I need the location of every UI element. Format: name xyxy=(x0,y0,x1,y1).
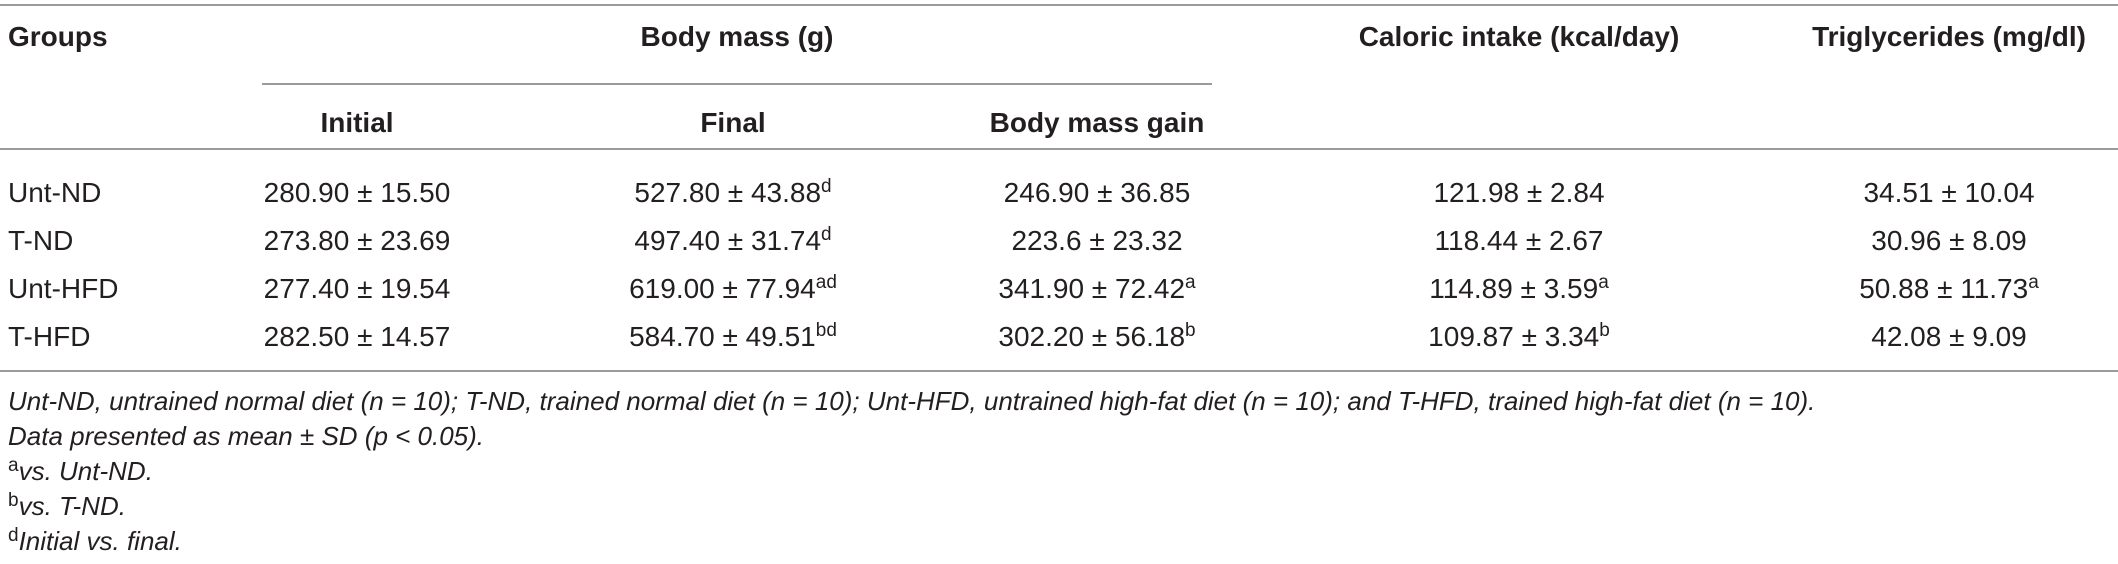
cell-initial: 282.50 ± 14.57 xyxy=(263,321,451,352)
footnote-a-text: vs. Unt-ND. xyxy=(18,456,153,486)
footnote-data-note: Data presented as mean ± SD (p < 0.05). xyxy=(8,421,485,451)
footnote-abbreviations: Unt-ND, untrained normal diet (n = 10); … xyxy=(8,386,1816,416)
footnote-a-marker: a xyxy=(8,455,19,476)
cell-gain: 223.6 ± 23.32 xyxy=(1011,225,1183,256)
cell-final: 584.70 ± 49.51bd xyxy=(629,320,837,352)
body-mass-subheader-rule xyxy=(262,83,1212,85)
header-triglycerides: Triglycerides (mg/dl) xyxy=(1812,21,2086,52)
cell-group: T-HFD xyxy=(8,321,91,352)
footnote-b-text: vs. T-ND. xyxy=(18,491,126,521)
cell-final: 527.80 ± 43.88d xyxy=(634,176,832,208)
footnote-d-marker: d xyxy=(8,525,19,546)
cell-triglycerides: 30.96 ± 8.09 xyxy=(1871,225,2027,256)
footnote-a: avs. Unt-ND. xyxy=(8,456,153,486)
header-groups: Groups xyxy=(8,21,108,52)
header-bottom-rule xyxy=(0,148,2118,150)
cell-triglycerides: 42.08 ± 9.09 xyxy=(1871,321,2027,352)
footnote-b: bvs. T-ND. xyxy=(8,491,126,521)
cell-initial: 273.80 ± 23.69 xyxy=(263,225,451,256)
cell-caloric: 118.44 ± 2.67 xyxy=(1434,225,1604,256)
header-body-mass-gain: Body mass gain xyxy=(989,107,1205,138)
header-caloric-intake: Caloric intake (kcal/day) xyxy=(1358,21,1680,52)
footnote-marker: b xyxy=(1599,320,1610,341)
cell-group: T-ND xyxy=(8,225,74,256)
cell-final: 497.40 ± 31.74d xyxy=(634,224,832,256)
cell-final: 619.00 ± 77.94ad xyxy=(629,272,837,304)
footnote-marker: d xyxy=(821,176,832,197)
footnote-marker: ad xyxy=(815,272,837,293)
footnote-d: dInitial vs. final. xyxy=(8,526,182,556)
cell-initial: 280.90 ± 15.50 xyxy=(263,177,451,208)
cell-group: Unt-ND xyxy=(8,177,102,208)
footnote-marker: a xyxy=(2028,272,2039,293)
cell-initial: 277.40 ± 19.54 xyxy=(263,273,451,304)
footnote-marker: d xyxy=(821,224,832,245)
footnote-marker: bd xyxy=(815,320,837,341)
footnote-marker: a xyxy=(1598,272,1609,293)
cell-gain: 302.20 ± 56.18b xyxy=(998,320,1196,352)
table-bottom-rule xyxy=(0,370,2118,372)
footnote-marker: a xyxy=(1185,272,1196,293)
header-initial: Initial xyxy=(320,107,394,138)
cell-gain: 246.90 ± 36.85 xyxy=(1003,177,1191,208)
footnote-b-marker: b xyxy=(8,490,19,511)
cell-caloric: 114.89 ± 3.59a xyxy=(1429,272,1609,304)
cell-triglycerides: 34.51 ± 10.04 xyxy=(1863,177,2035,208)
cell-gain: 341.90 ± 72.42a xyxy=(998,272,1196,304)
footnote-marker: b xyxy=(1185,320,1196,341)
cell-caloric: 109.87 ± 3.34b xyxy=(1428,320,1610,352)
header-body-mass: Body mass (g) xyxy=(640,21,834,52)
cell-group: Unt-HFD xyxy=(8,273,119,304)
header-final: Final xyxy=(700,107,766,138)
table-top-rule xyxy=(0,4,2118,6)
cell-triglycerides: 50.88 ± 11.73a xyxy=(1859,272,2039,304)
cell-caloric: 121.98 ± 2.84 xyxy=(1433,177,1605,208)
footnote-d-text: Initial vs. final. xyxy=(18,526,182,556)
